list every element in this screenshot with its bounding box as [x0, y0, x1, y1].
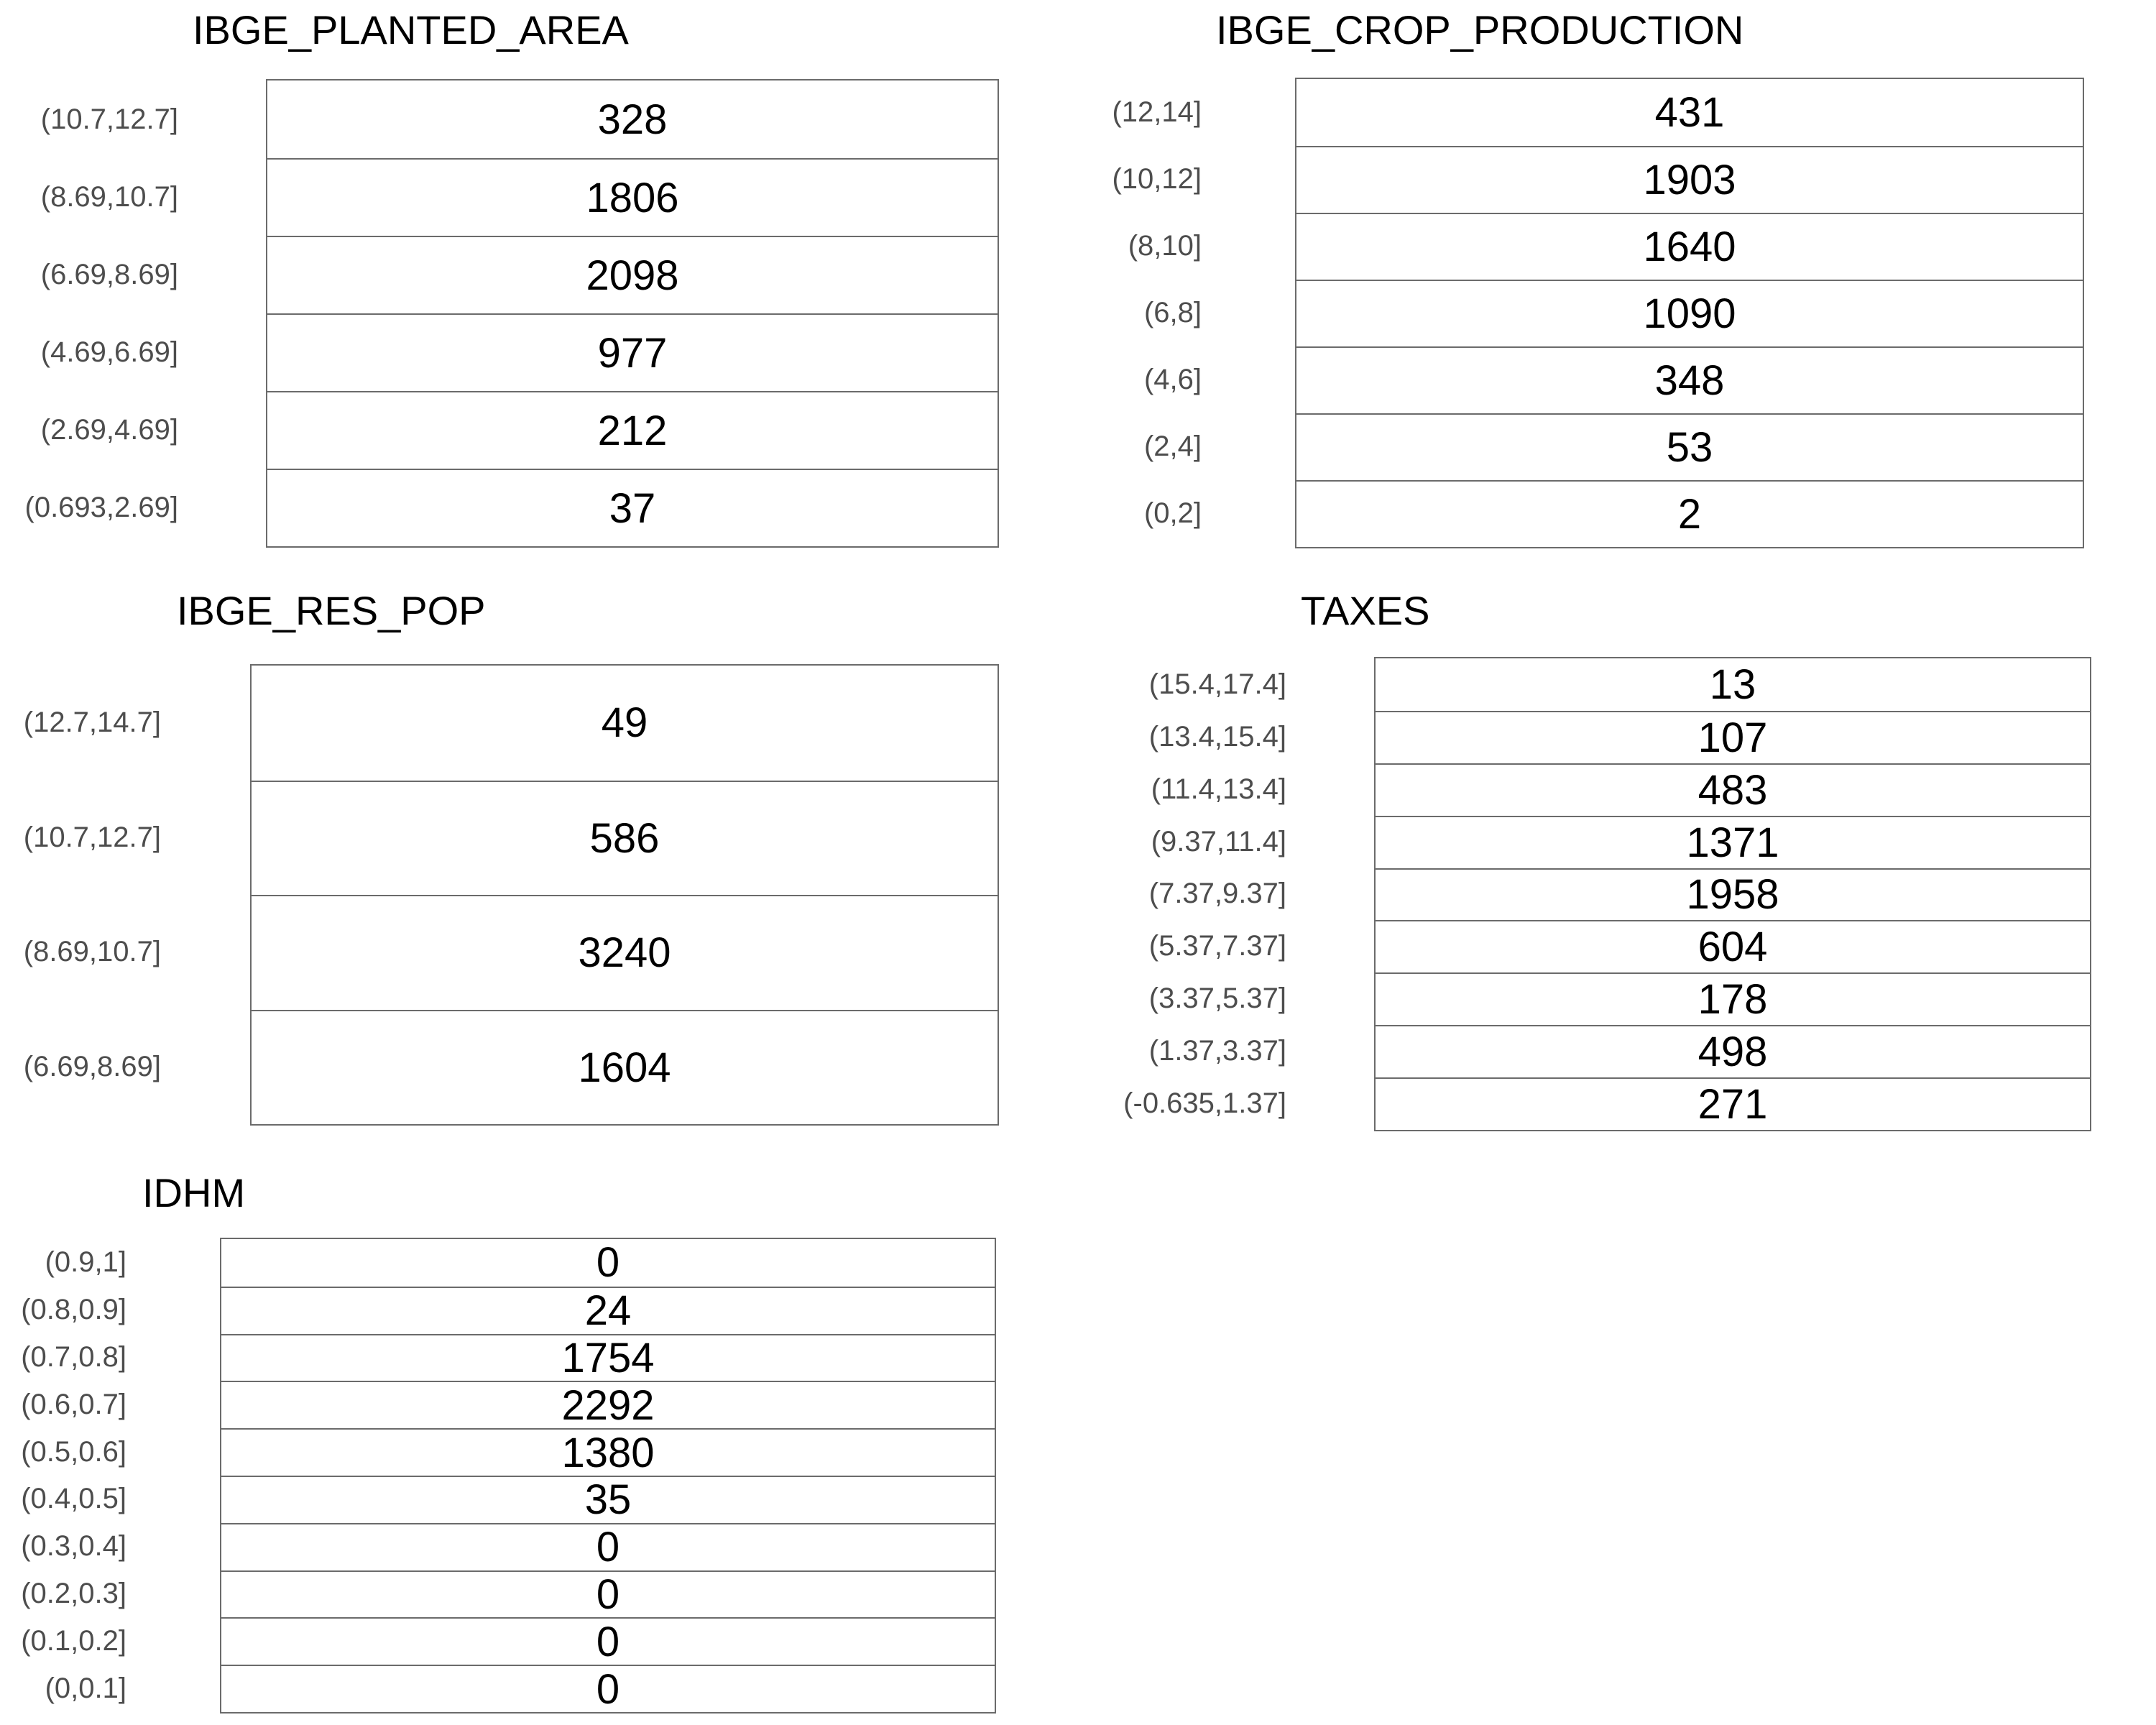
bin-label: (0.6,0.7] [21, 1388, 126, 1420]
bin-label: (6.69,8.69] [23, 1050, 161, 1082]
count-table: 0 24 1754 2292 1380 35 0 0 0 0 [220, 1238, 996, 1714]
bin-label: (0,2] [1143, 497, 1202, 529]
bin-label: (4,6] [1143, 364, 1202, 395]
count-cell: 35 [221, 1476, 995, 1523]
bin-label: (0.9,1] [45, 1246, 126, 1279]
bin-label: (12,14] [1112, 96, 1202, 128]
count-table: 49 586 3240 1604 [250, 664, 999, 1126]
count-cell: 37 [267, 469, 998, 546]
bin-label: (8,10] [1128, 230, 1202, 262]
bin-label: (15.4,17.4] [1148, 668, 1286, 700]
count-cell: 2 [1296, 480, 2083, 547]
table-title: IBGE_CROP_PRODUCTION [1216, 7, 1744, 52]
count-table: 431 1903 1640 1090 348 53 2 [1295, 78, 2084, 548]
table-title: IBGE_RES_POP [177, 588, 486, 633]
bin-label: (0.693,2.69] [24, 491, 179, 523]
bin-label: (0.4,0.5] [21, 1483, 126, 1515]
count-cell: 977 [267, 313, 998, 391]
bin-label: (0.7,0.8] [21, 1340, 126, 1373]
count-cell: 1958 [1376, 868, 2090, 921]
count-cell: 604 [1376, 920, 2090, 972]
bin-label: (8.69,10.7] [40, 180, 178, 213]
count-cell: 431 [1654, 89, 1725, 136]
count-cell: 1090 [1296, 280, 2083, 346]
bin-label: (6,8] [1143, 297, 1202, 328]
bin-label: (2,4] [1143, 431, 1202, 462]
table-title: IBGE_PLANTED_AREA [193, 7, 629, 52]
bin-label: (0.1,0.2] [21, 1624, 126, 1657]
table-title: TAXES [1301, 588, 1430, 633]
bin-label: (0.3,0.4] [21, 1530, 126, 1563]
bin-label: (0.8,0.9] [21, 1294, 126, 1326]
count-cell: 178 [1376, 972, 2090, 1025]
bin-label: (0.5,0.6] [21, 1435, 126, 1468]
count-table: 328 1806 2098 977 212 37 [266, 79, 999, 548]
bin-label: (3.37,5.37] [1148, 983, 1286, 1015]
count-cell: 498 [1376, 1025, 2090, 1077]
count-cell: 328 [597, 96, 668, 143]
count-cell: 49 [601, 699, 648, 747]
bin-label: (12.7,14.7] [23, 707, 161, 739]
count-cell: 1371 [1376, 815, 2090, 868]
count-cell: 1604 [252, 1009, 998, 1125]
count-cell: 1640 [1296, 213, 2083, 280]
bin-label: (8.69,10.7] [23, 936, 161, 968]
count-cell: 0 [221, 1522, 995, 1570]
bin-label: (-0.635,1.37] [1123, 1087, 1286, 1120]
bin-label: (0.2,0.3] [21, 1577, 126, 1609]
count-cell: 24 [221, 1286, 995, 1334]
count-cell: 0 [596, 1239, 620, 1287]
count-cell: 1806 [267, 158, 998, 236]
count-cell: 1380 [221, 1428, 995, 1476]
bin-label: (2.69,4.69] [40, 413, 178, 446]
count-cell: 1754 [221, 1333, 995, 1381]
bin-label: (7.37,9.37] [1148, 878, 1286, 910]
count-cell: 348 [1296, 346, 2083, 413]
count-cell: 0 [221, 1665, 995, 1713]
count-table: 13 107 483 1371 1958 604 178 498 271 [1374, 657, 2091, 1131]
bin-label: (13.4,15.4] [1148, 720, 1286, 753]
count-cell: 13 [1709, 661, 1756, 708]
count-cell: 1903 [1296, 146, 2083, 213]
count-cell: 53 [1296, 413, 2083, 480]
count-cell: 0 [221, 1570, 995, 1618]
bin-label: (4.69,6.69] [40, 336, 178, 368]
count-cell: 0 [221, 1617, 995, 1665]
count-cell: 483 [1376, 763, 2090, 816]
bin-label: (10.7,12.7] [40, 103, 178, 135]
table-title: IDHM [142, 1170, 246, 1215]
count-cell: 2098 [267, 236, 998, 313]
bin-label: (10,12] [1112, 163, 1202, 195]
bin-label: (0,0.1] [45, 1672, 126, 1704]
count-cell: 2292 [221, 1381, 995, 1429]
bin-label: (5.37,7.37] [1148, 930, 1286, 962]
bin-label: (10.7,12.7] [23, 821, 161, 853]
bin-label: (1.37,3.37] [1148, 1035, 1286, 1067]
count-cell: 586 [252, 780, 998, 896]
count-cell: 212 [267, 391, 998, 469]
bin-label: (6.69,8.69] [40, 258, 178, 290]
bin-label: (9.37,11.4] [1151, 825, 1286, 857]
count-cell: 107 [1376, 710, 2090, 763]
count-cell: 3240 [252, 895, 998, 1010]
count-cell: 271 [1376, 1077, 2090, 1130]
bin-label: (11.4,13.4] [1151, 773, 1286, 805]
